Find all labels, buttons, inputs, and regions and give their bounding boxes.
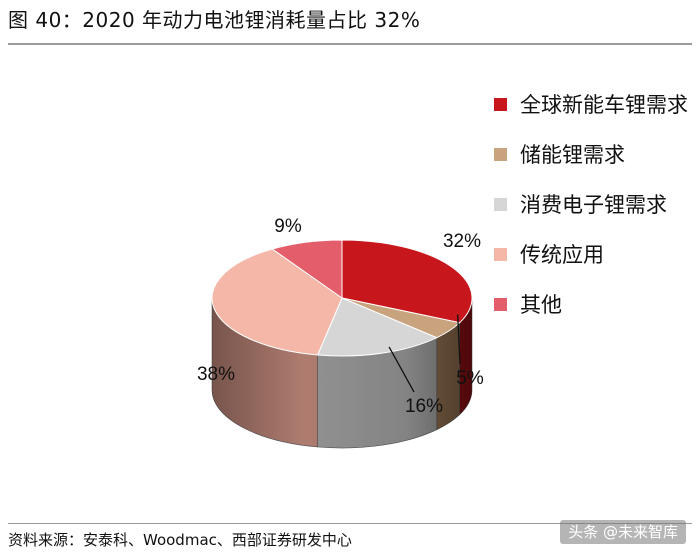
pct-label-other: 9%	[274, 216, 302, 237]
legend-label-consumer: 消费电子锂需求	[520, 193, 667, 217]
source-divider	[8, 523, 692, 524]
pie-slice-other	[271, 239, 343, 299]
legend-label-other: 其他	[520, 293, 562, 317]
pie-slice-consumer	[316, 297, 438, 357]
pie-side-shade	[212, 298, 472, 448]
pie-slice-nev	[341, 239, 473, 324]
pie-side-shading	[212, 298, 472, 448]
legend-item-other: 其他	[494, 290, 694, 320]
chart-legend: 全球新能车锂需求 储能锂需求消费电子锂需求 传统应用其他	[494, 90, 694, 340]
legend-swatch-storage	[494, 148, 507, 161]
legend-item-traditional: 传统应用	[494, 240, 694, 270]
pct-label-traditional: 38%	[197, 364, 235, 385]
pct-label-consumer: 16%	[405, 396, 443, 417]
legend-label-storage: 储能锂需求	[520, 143, 625, 167]
legend-item-storage: 储能锂需求	[494, 140, 694, 170]
leader-line-consumer	[388, 346, 415, 393]
pct-label-nev: 32%	[443, 231, 481, 252]
legend-swatch-other	[494, 298, 507, 311]
legend-label-traditional: 传统应用	[520, 243, 604, 267]
figure-title: 图 40：2020 年动力电池锂消耗量占比 32%	[8, 8, 421, 32]
pie-top	[211, 239, 473, 357]
pie-leader-lines	[388, 314, 461, 393]
legend-item-nev: 全球新能车锂需求	[494, 90, 694, 120]
legend-swatch-consumer	[494, 198, 507, 211]
watermark: 头条 @未来智库	[560, 520, 686, 544]
source-note: 资料来源：安泰科、Woodmac、西部证券研发中心	[8, 531, 352, 549]
pie-labels: 32% 5% 16% 38% 9%	[197, 216, 484, 417]
legend-item-consumer: 消费电子锂需求	[494, 190, 694, 220]
title-divider	[8, 43, 692, 45]
leader-line-storage	[457, 314, 461, 365]
pct-label-storage: 5%	[456, 368, 484, 389]
legend-swatch-traditional	[494, 248, 507, 261]
legend-swatch-nev	[494, 98, 507, 111]
legend-label-nev: 全球新能车锂需求	[520, 93, 688, 117]
